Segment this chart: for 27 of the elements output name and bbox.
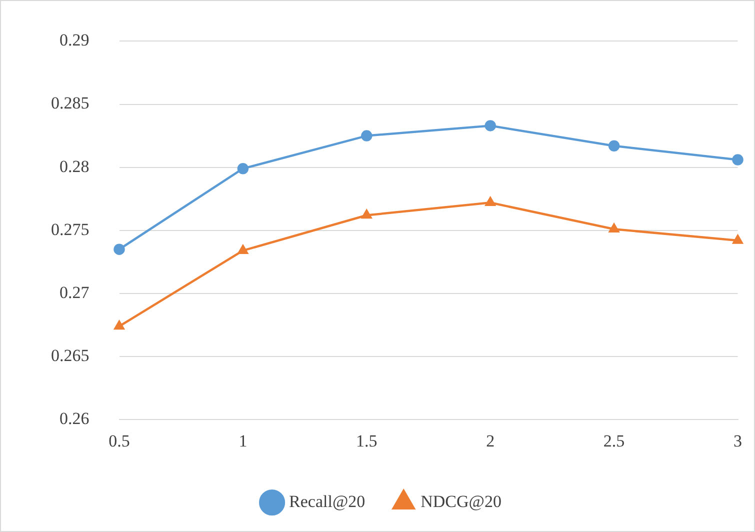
legend-label: Recall@20 (289, 492, 366, 511)
x-tick-label: 1.5 (356, 431, 378, 450)
x-tick-label: 0.5 (108, 431, 130, 450)
x-tick-label: 1 (238, 431, 248, 450)
point (361, 130, 372, 142)
point (608, 140, 620, 152)
point (238, 244, 248, 254)
point (362, 210, 372, 219)
point (485, 197, 496, 206)
point (114, 244, 125, 255)
point (732, 154, 744, 166)
point (114, 320, 124, 330)
point (609, 224, 620, 233)
point (237, 162, 249, 174)
x-tick-label: 2.5 (603, 431, 625, 450)
y-tick-label: 0.265 (51, 346, 90, 365)
y-tick-label: 0.27 (60, 282, 90, 302)
y-tick-label: 0.285 (51, 94, 90, 113)
legend-label: NDCG@20 (420, 492, 502, 511)
point (484, 120, 496, 132)
y-tick-label: 0.275 (51, 220, 90, 239)
y-tick-label: 0.29 (60, 30, 90, 50)
x-tick-label: 2 (486, 431, 495, 450)
x-tick-label: 3 (734, 431, 742, 450)
y-tick-label: 0.26 (60, 409, 90, 428)
point (732, 234, 743, 244)
y-tick-label: 0.28 (60, 156, 90, 176)
